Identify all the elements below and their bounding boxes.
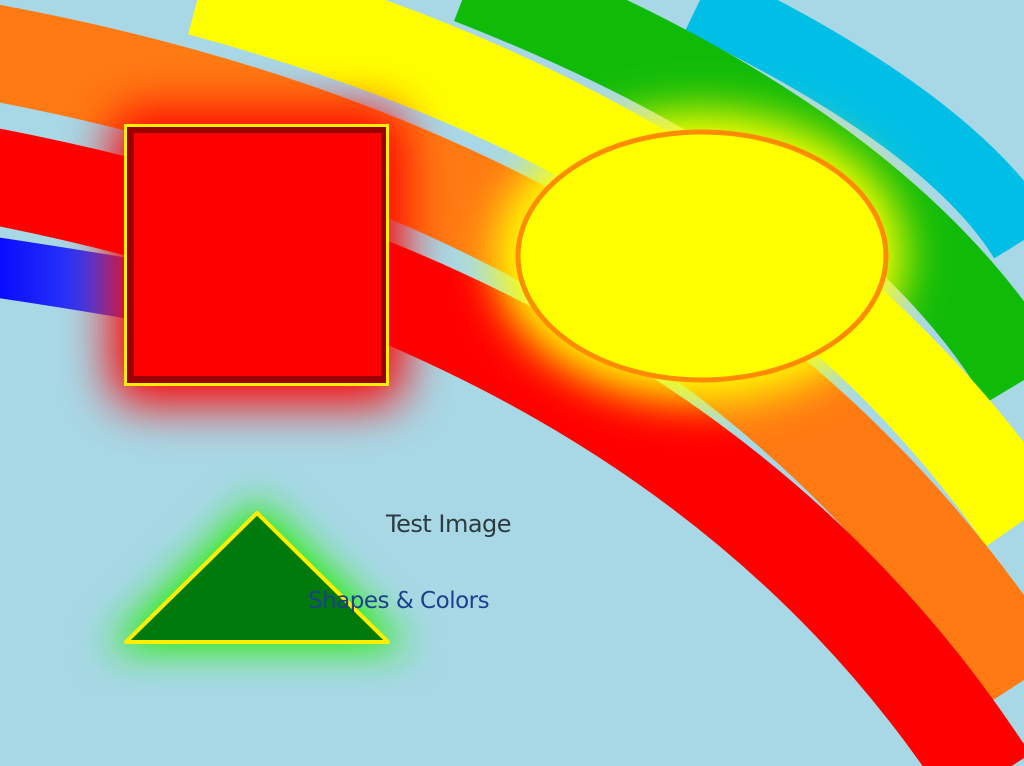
title-label: Test Image [386, 510, 512, 538]
subtitle-label: Shapes & Colors [308, 588, 490, 614]
square-shape [134, 133, 381, 376]
ellipse-shape [515, 129, 889, 383]
triangle-shape [124, 511, 390, 644]
rainbow-band-cyan [684, 0, 1024, 259]
